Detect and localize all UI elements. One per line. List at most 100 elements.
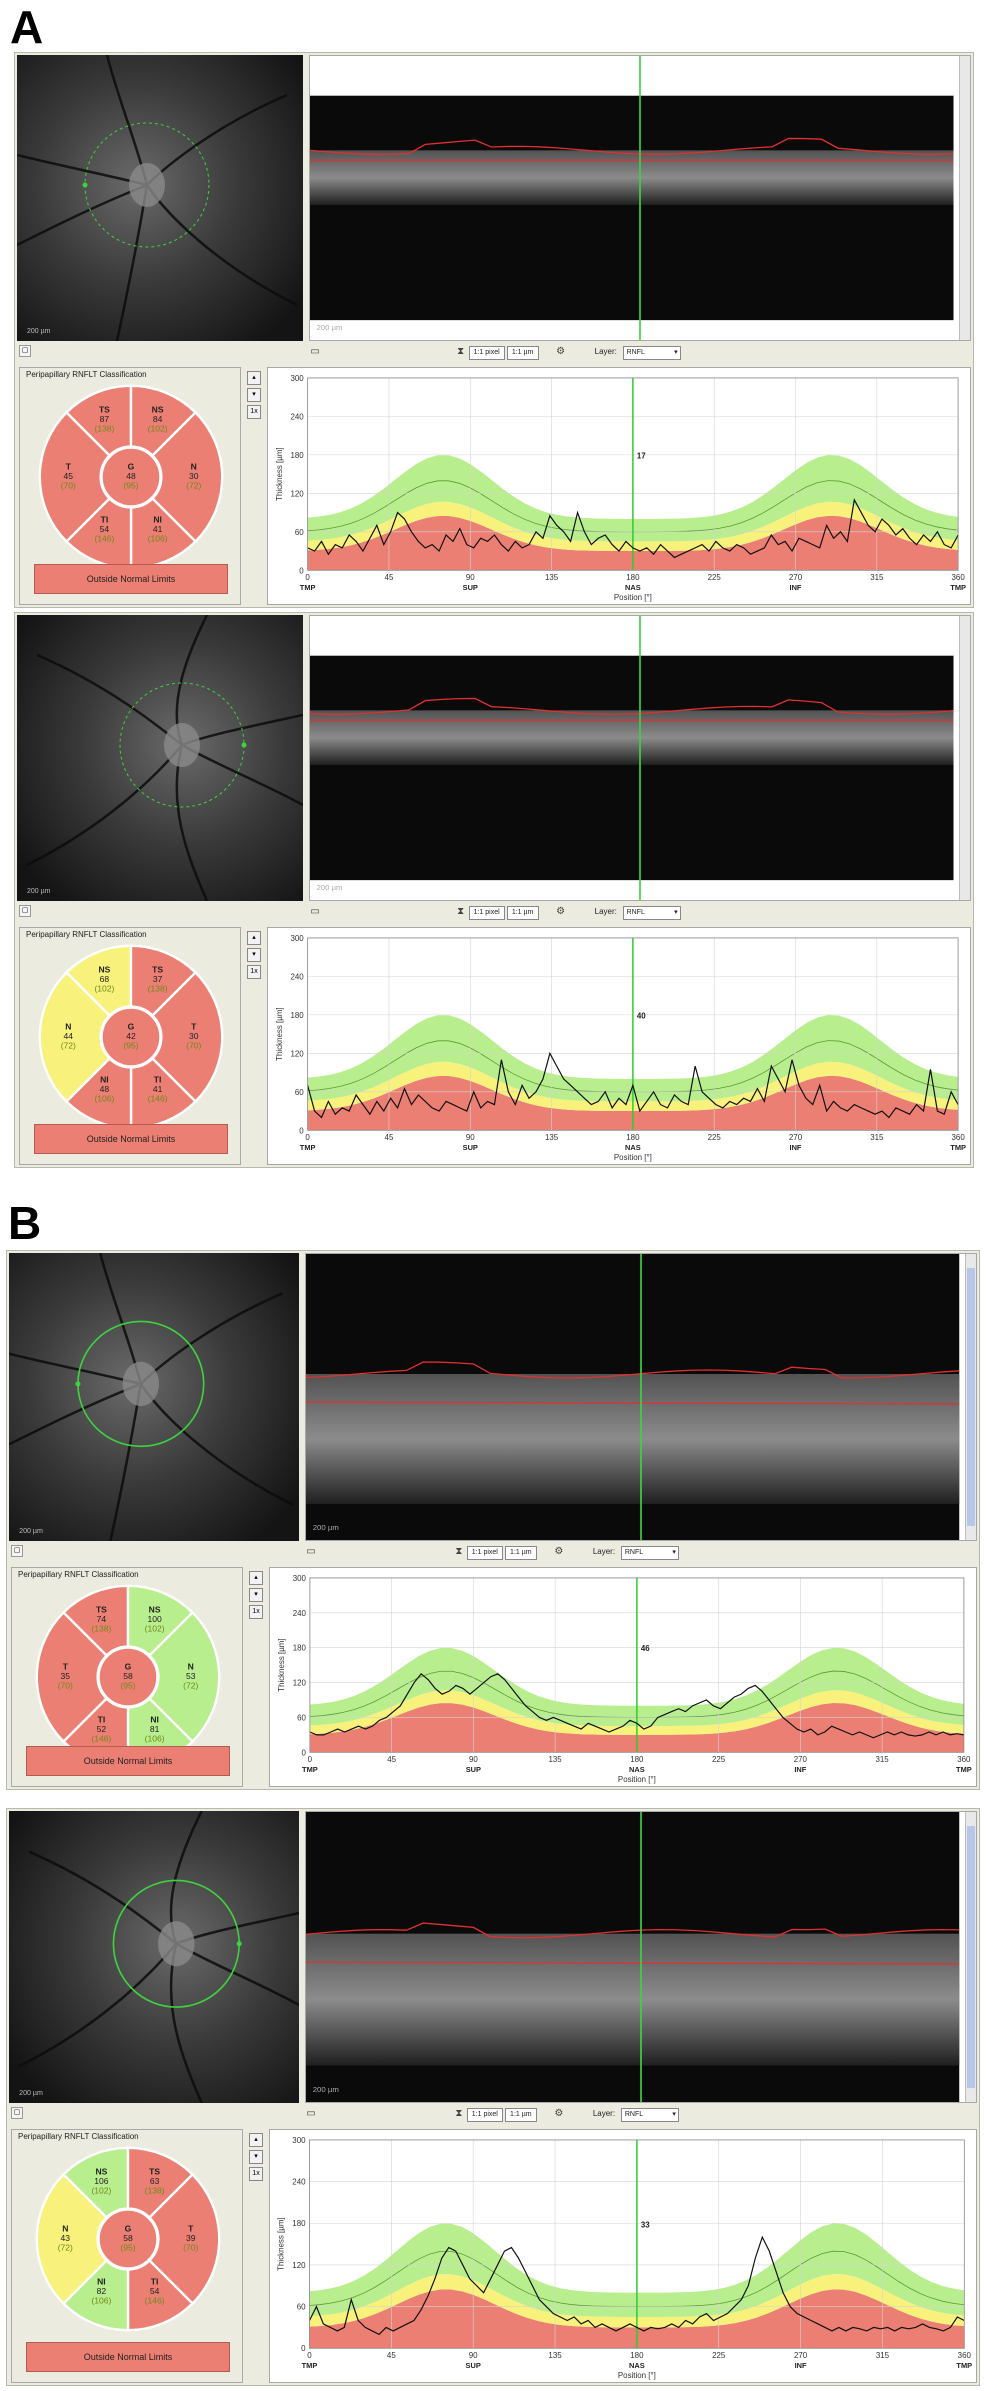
- sector-value: 48: [126, 471, 136, 481]
- step-down-button[interactable]: ▾: [247, 388, 261, 402]
- sector-global: [97, 2208, 159, 2270]
- x-tick-label: 315: [876, 1755, 890, 1764]
- y-tick-label: 0: [299, 1126, 304, 1135]
- chevron-down-icon: ▾: [672, 2111, 676, 2118]
- layer-select[interactable]: RNFL ▾: [622, 346, 681, 360]
- settings-icon[interactable]: ⚙: [554, 2108, 564, 2119]
- expand-icon[interactable]: ▢: [19, 905, 31, 917]
- thickness-series-line: [309, 1672, 964, 1739]
- step-up-button[interactable]: ▴: [247, 371, 261, 385]
- y-tick-label: 300: [290, 374, 304, 383]
- zoom-1x-button[interactable]: 1x: [249, 2167, 263, 2181]
- x-axis-label: Position [°]: [618, 1775, 656, 1784]
- x-tick-label: 360: [958, 2351, 972, 2360]
- thickness-series-line: [308, 2235, 965, 2336]
- sector-name: TI: [151, 2277, 159, 2287]
- sector-value: 82: [97, 2286, 107, 2296]
- zoom-pixel-button[interactable]: 1:1 pixel: [468, 346, 505, 360]
- layer-select[interactable]: RNFL ▾: [620, 2108, 679, 2122]
- window-icon[interactable]: ▭: [310, 346, 320, 357]
- zoom-icon[interactable]: ⧗: [455, 1546, 463, 1557]
- x-tick-label: 315: [870, 1133, 884, 1142]
- settings-icon[interactable]: ⚙: [554, 1546, 564, 1557]
- classification-title: Peripapillary RNFLT Classification: [26, 370, 147, 379]
- sector-normal: (146): [91, 1734, 111, 1744]
- scrollbar-thumb[interactable]: [967, 1268, 975, 1526]
- sector-name: G: [128, 461, 135, 471]
- sector-normal: (70): [186, 1040, 201, 1050]
- expand-icon[interactable]: ▢: [11, 1545, 23, 1557]
- sector-value: 106: [94, 2176, 109, 2186]
- bscan-scale-label: 200 µm: [313, 2085, 339, 2094]
- expand-icon[interactable]: ▢: [19, 345, 31, 357]
- bscan-scrollbar[interactable]: [965, 1812, 976, 2102]
- sector-normal: (138): [145, 2185, 165, 2195]
- zoom-icon[interactable]: ⧗: [457, 906, 465, 917]
- fundus-scale-label: 200 µm: [27, 328, 51, 335]
- zoom-pixel-button[interactable]: 1:1 pixel: [466, 2108, 503, 2122]
- sector-normal: (95): [120, 1680, 135, 1690]
- step-up-button[interactable]: ▴: [249, 1571, 263, 1585]
- sector-name: TI: [154, 1075, 162, 1085]
- step-up-button[interactable]: ▴: [249, 2133, 263, 2147]
- x-tick-label: 360: [952, 573, 966, 582]
- window-icon[interactable]: ▭: [306, 2108, 316, 2119]
- x-tick-label: 0: [305, 1133, 310, 1142]
- zoom-micron-button[interactable]: 1:1 µm: [504, 1546, 537, 1560]
- y-tick-label: 120: [292, 2261, 306, 2270]
- expand-icon[interactable]: ▢: [11, 2107, 23, 2119]
- step-up-button[interactable]: ▴: [247, 931, 261, 945]
- settings-icon[interactable]: ⚙: [556, 906, 566, 917]
- x-region-label: SUP: [463, 583, 478, 592]
- zoom-micron-button[interactable]: 1:1 µm: [506, 906, 539, 920]
- zoom-icon[interactable]: ⧗: [455, 2108, 463, 2119]
- plot-frame: [309, 2139, 965, 2349]
- step-down-button[interactable]: ▾: [247, 948, 261, 962]
- sector-name: NI: [100, 1075, 109, 1085]
- y-tick-label: 0: [299, 566, 304, 575]
- scrollbar-thumb[interactable]: [967, 1826, 975, 2088]
- bscan-scrollbar[interactable]: [959, 616, 970, 900]
- x-tick-label: 180: [630, 2351, 644, 2360]
- zoom-micron-button[interactable]: 1:1 µm: [506, 346, 539, 360]
- settings-icon[interactable]: ⚙: [556, 346, 566, 357]
- sector-normal: (72): [183, 1680, 198, 1690]
- sector-value: 53: [186, 1671, 196, 1681]
- y-tick-label: 240: [292, 2178, 306, 2187]
- sector-value: 68: [100, 974, 110, 984]
- y-tick-label: 60: [297, 2303, 306, 2312]
- bscan-image: 200 µm: [309, 55, 971, 341]
- thickness-chart: 0 60 120 180 240 300 0 45 90 135 180 225 270 315 360 TM…: [267, 927, 971, 1165]
- sector-normal: (95): [123, 480, 138, 490]
- window-icon[interactable]: ▭: [310, 906, 320, 917]
- x-region-label: INF: [790, 583, 802, 592]
- panel-3: 200 µm 200 µm ▢ ▭ ⧗ 1:1 pixel 1:1 µm ⚙ Layer: RNF…: [6, 1250, 980, 1790]
- zoom-micron-button[interactable]: 1:1 µm: [504, 2108, 537, 2122]
- bscan-image: 200 µm: [309, 615, 971, 901]
- layer-select[interactable]: RNFL ▾: [622, 906, 681, 920]
- zoom-1x-button[interactable]: 1x: [247, 965, 261, 979]
- bscan-scrollbar[interactable]: [959, 56, 970, 340]
- layer-select[interactable]: RNFL ▾: [620, 1546, 679, 1560]
- zoom-pixel-button[interactable]: 1:1 pixel: [466, 1546, 503, 1560]
- x-tick-label: 45: [385, 573, 394, 582]
- zoom-icon[interactable]: ⧗: [457, 346, 465, 357]
- window-icon[interactable]: ▭: [306, 1546, 316, 1557]
- bscan-toolbar: ▭ ⧗ 1:1 pixel 1:1 µm ⚙ Layer: RNFL ▾: [305, 1545, 977, 1561]
- zoom-1x-button[interactable]: 1x: [247, 405, 261, 419]
- step-down-button[interactable]: ▾: [249, 1588, 263, 1602]
- sector-name: NS: [95, 2166, 107, 2176]
- x-tick-label: 180: [630, 1755, 644, 1764]
- bscan-scrollbar[interactable]: [965, 1254, 976, 1540]
- fundus-image: 200 µm: [9, 1253, 299, 1541]
- step-down-button[interactable]: ▾: [249, 2150, 263, 2164]
- zoom-1x-button[interactable]: 1x: [249, 1605, 263, 1619]
- rnfl-lower-boundary: [306, 1401, 960, 1405]
- zoom-pixel-button[interactable]: 1:1 pixel: [468, 906, 505, 920]
